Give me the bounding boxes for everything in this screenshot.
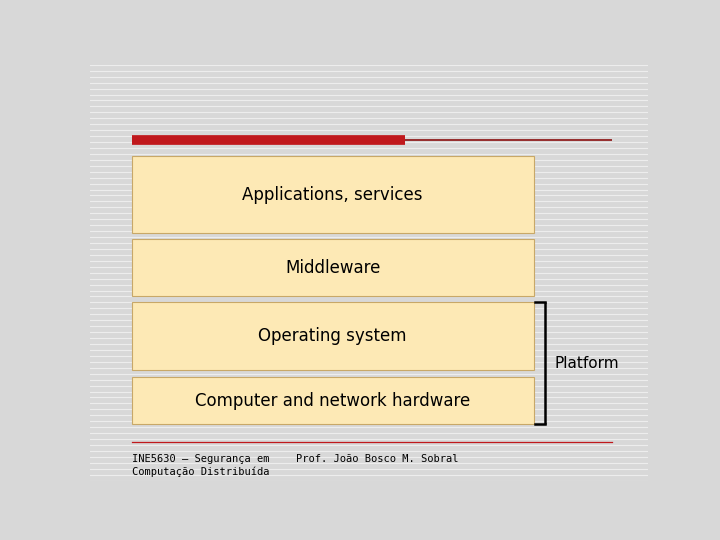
FancyBboxPatch shape [132,239,534,295]
Text: INE5630 – Segurança em
Computação Distribuída: INE5630 – Segurança em Computação Distri… [132,454,269,477]
Text: Applications, services: Applications, services [243,186,423,204]
Text: Computer and network hardware: Computer and network hardware [195,392,470,409]
FancyBboxPatch shape [132,156,534,233]
FancyBboxPatch shape [132,377,534,424]
Text: Operating system: Operating system [258,327,407,345]
Text: Prof. João Bosco M. Sobral: Prof. João Bosco M. Sobral [297,454,459,463]
Text: Middleware: Middleware [285,259,380,276]
Text: Platform: Platform [555,356,619,370]
FancyBboxPatch shape [132,302,534,370]
